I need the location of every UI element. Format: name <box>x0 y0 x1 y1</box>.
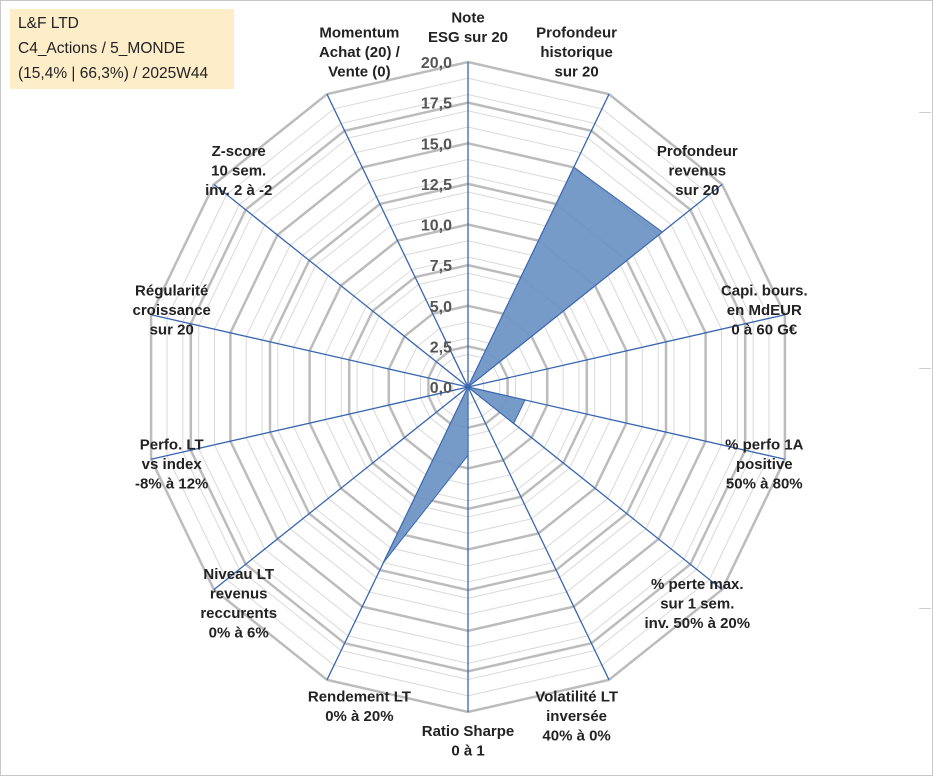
axis-spoke <box>213 183 469 388</box>
axis-label: Rendement LT 0% à 20% <box>308 689 411 726</box>
company-info-box: L&F LTD C4_Actions / 5_MONDE (15,4% | 66… <box>10 9 234 89</box>
axis-label: % perfo 1A positive 50% à 80% <box>725 437 804 493</box>
axis-spoke <box>467 314 786 388</box>
axis-label: Momentum Achat (20) / Vente (0) <box>319 24 401 80</box>
axis-label: Profondeur historique sur 20 <box>536 24 617 80</box>
radial-tick-label: 2,5 <box>430 339 452 356</box>
portfolio-category: C4_Actions / 5_MONDE <box>18 40 186 57</box>
radial-tick-label: 15,0 <box>421 136 452 153</box>
axis-spoke <box>467 386 610 681</box>
series-area <box>282 166 664 564</box>
axis-label: Régularité croissance sur 20 <box>133 282 211 338</box>
radial-tick-labels: 0,0 2,5 5,0 7,5 10,0 12,5 15,0 17,5 20,0 <box>421 55 452 397</box>
axis-label: Note ESG sur 20 <box>428 10 508 47</box>
axis-spoke <box>150 314 469 388</box>
axis-label: % perte max. sur 1 sem. inv. 50% à 20% <box>644 576 750 632</box>
radial-tick-label: 0,0 <box>430 380 452 397</box>
axis-label: Capi. bours. en MdEUR 0 à 60 G€ <box>721 282 808 338</box>
radial-tick-label: 20,0 <box>421 55 452 72</box>
axis-labels: Note ESG sur 20 Profondeur historique sur 20… <box>133 10 808 760</box>
axis-label: Ratio Sharpe 0 à 1 <box>422 723 515 760</box>
axis-label: Perfo. LT vs index -8% à 12% <box>135 437 208 493</box>
axis-label: Z-score 10 sem. inv. 2 à -2 <box>205 143 272 199</box>
radial-tick-label: 7,5 <box>430 258 452 275</box>
radial-tick-label: 17,5 <box>421 96 452 113</box>
axis-label: Profondeur revenus sur 20 <box>657 143 738 199</box>
axis-spoke <box>213 386 469 591</box>
scrollbar-tick <box>919 368 931 369</box>
axis-label: Volatilité LT inversée 40% à 0% <box>535 689 618 745</box>
radial-tick-label: 12,5 <box>421 177 452 194</box>
scrollbar-tick <box>919 608 931 609</box>
company-name: L&F LTD <box>18 15 79 32</box>
radial-tick-label: 10,0 <box>421 218 452 235</box>
radial-tick-label: 5,0 <box>430 299 452 316</box>
axis-label: Niveau LT revenus reccurents 0% à 6% <box>200 566 277 642</box>
score-and-week: (15,4% | 66,3%) / 2025W44 <box>18 65 209 82</box>
scrollbar-tick <box>919 112 931 113</box>
radar-series <box>282 166 664 564</box>
